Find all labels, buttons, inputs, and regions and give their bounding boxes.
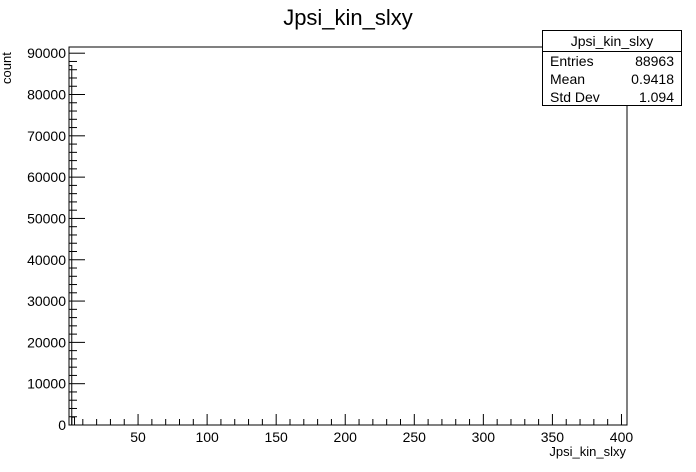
y-tick-label: 50000 bbox=[27, 210, 66, 226]
y-axis-label: count bbox=[0, 52, 14, 84]
y-tick-label: 40000 bbox=[27, 252, 66, 268]
stats-mean-label: Mean bbox=[550, 71, 586, 87]
stats-mean-value: 0.9418 bbox=[631, 71, 674, 87]
x-axis-label: Jpsi_kin_slxy bbox=[549, 444, 626, 459]
stats-entries-row: Entries 88963 bbox=[543, 52, 681, 70]
x-tick-label: 250 bbox=[403, 429, 427, 445]
y-tick-label: 90000 bbox=[27, 45, 66, 61]
x-tick-label: 200 bbox=[334, 429, 358, 445]
y-tick-label: 70000 bbox=[27, 128, 66, 144]
y-tick-label: 0 bbox=[58, 417, 66, 433]
x-tick-label: 350 bbox=[541, 429, 565, 445]
y-tick-label: 30000 bbox=[27, 293, 66, 309]
y-tick-label: 10000 bbox=[27, 376, 66, 392]
x-tick-label: 150 bbox=[264, 429, 288, 445]
x-axis: 50 100 150 200 250 300 350 400 bbox=[82, 414, 634, 445]
y-tick-label: 80000 bbox=[27, 87, 66, 103]
stats-entries-value: 88963 bbox=[635, 53, 674, 69]
plot-frame bbox=[68, 46, 628, 426]
stats-box: Jpsi_kin_slxy Entries 88963 Mean 0.9418 … bbox=[542, 30, 682, 106]
stats-std-label: Std Dev bbox=[550, 89, 600, 105]
x-tick-label: 100 bbox=[195, 429, 219, 445]
x-tick-label: 300 bbox=[472, 429, 496, 445]
stats-mean-row: Mean 0.9418 bbox=[543, 70, 681, 88]
y-axis: 0 10000 20000 30000 40000 50000 60000 70000 8000… bbox=[27, 45, 85, 433]
stats-std-row: Std Dev 1.094 bbox=[543, 88, 681, 106]
y-tick-label: 20000 bbox=[27, 334, 66, 350]
stats-box-title: Jpsi_kin_slxy bbox=[543, 31, 681, 52]
x-tick-label: 50 bbox=[130, 429, 146, 445]
stats-std-value: 1.094 bbox=[638, 89, 674, 105]
histogram-bin-1 bbox=[71, 416, 76, 426]
y-tick-label: 60000 bbox=[27, 169, 66, 185]
x-tick-label: 400 bbox=[610, 429, 634, 445]
stats-entries-label: Entries bbox=[550, 53, 594, 69]
chart-title: Jpsi_kin_slxy bbox=[283, 5, 413, 30]
